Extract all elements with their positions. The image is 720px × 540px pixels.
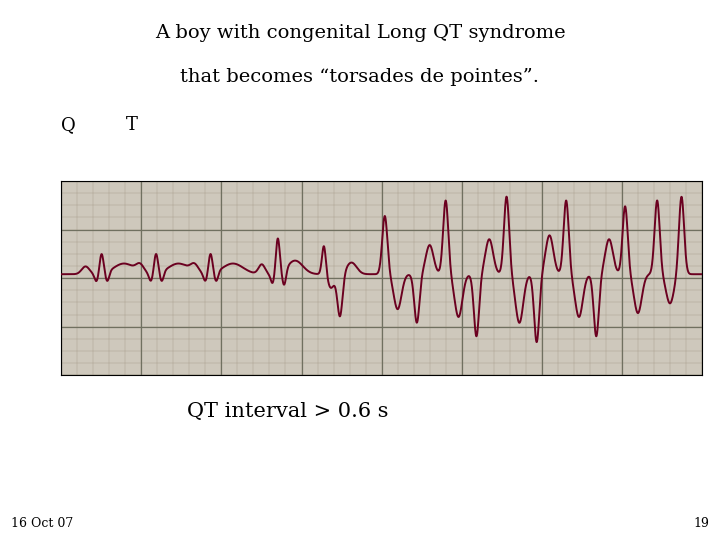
Text: T: T: [126, 116, 138, 134]
Text: that becomes “torsades de pointes”.: that becomes “torsades de pointes”.: [181, 68, 539, 85]
Text: Q: Q: [61, 116, 76, 134]
Text: 19: 19: [693, 517, 709, 530]
Text: A boy with congenital Long QT syndrome: A boy with congenital Long QT syndrome: [155, 24, 565, 42]
Text: QT interval > 0.6 s: QT interval > 0.6 s: [187, 402, 389, 421]
Text: 16 Oct 07: 16 Oct 07: [11, 517, 73, 530]
